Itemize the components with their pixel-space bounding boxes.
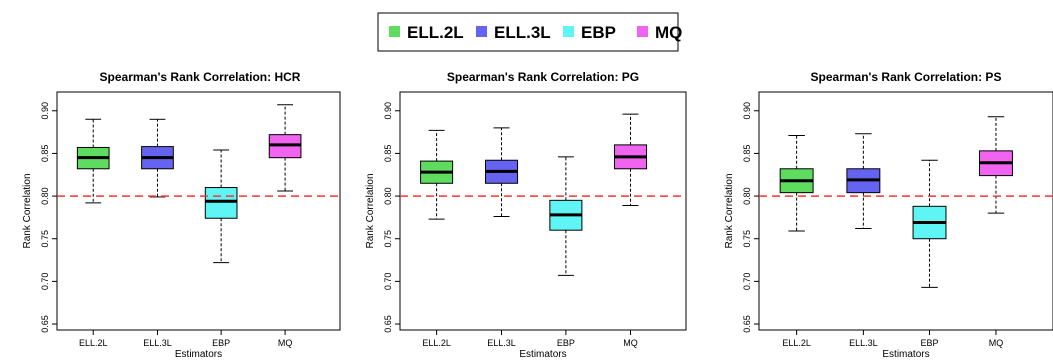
chart-panel: Spearman's Rank Correlation: PS 0.65 0.70 0…	[724, 70, 1053, 360]
y-axis-label: Rank Correlation	[724, 173, 735, 248]
y-tick-label: 0.75	[40, 230, 50, 248]
legend-label: EBP	[581, 23, 616, 42]
legend-swatch	[476, 26, 487, 37]
y-tick-label: 0.90	[742, 102, 752, 120]
y-tick-label: 0.80	[742, 187, 752, 205]
chart-title: Spearman's Rank Correlation: HCR	[100, 70, 301, 84]
y-tick-label: 0.85	[40, 145, 50, 163]
x-tick-label: EBP	[212, 338, 230, 348]
chart-panels: Spearman's Rank Correlation: HCR 0.65 0.70…	[22, 70, 1053, 360]
plot-frame	[399, 91, 687, 331]
x-tick-label: ELL.2L	[782, 338, 811, 348]
chart-panel: Spearman's Rank Correlation: PG 0.65 0.70 0…	[365, 70, 687, 360]
x-tick-label: MQ	[278, 338, 293, 348]
x-tick-label: EBP	[921, 338, 939, 348]
chart-panel: Spearman's Rank Correlation: HCR 0.65 0.70…	[22, 70, 341, 360]
plot-frame	[758, 91, 1053, 331]
x-tick-label: ELL.3L	[487, 338, 516, 348]
x-tick-label: MQ	[623, 338, 638, 348]
legend-box	[377, 12, 679, 52]
legend-label: ELL.2L	[407, 23, 464, 42]
legend-label: MQ	[655, 23, 682, 42]
y-tick-label: 0.65	[383, 315, 393, 333]
chart-title: Spearman's Rank Correlation: PG	[447, 70, 639, 84]
x-tick-label: MQ	[989, 338, 1004, 348]
x-axis-label: Estimators	[519, 349, 566, 360]
y-tick-label: 0.85	[742, 145, 752, 163]
y-tick-label: 0.70	[383, 273, 393, 291]
x-tick-label: ELL.2L	[422, 338, 451, 348]
y-tick-label: 0.80	[383, 187, 393, 205]
legend: ELL.2L ELL.3L EBP MQ	[377, 12, 682, 52]
y-tick-label: 0.90	[40, 102, 50, 120]
x-axis-label: Estimators	[175, 349, 222, 360]
x-axis-label: Estimators	[882, 349, 929, 360]
y-tick-label: 0.75	[742, 230, 752, 248]
legend-swatch	[637, 26, 648, 37]
y-tick-label: 0.75	[383, 230, 393, 248]
y-tick-label: 0.90	[383, 102, 393, 120]
x-tick-label: ELL.3L	[143, 338, 172, 348]
x-tick-label: ELL.3L	[849, 338, 878, 348]
legend-label: ELL.3L	[494, 23, 551, 42]
plot-frame	[56, 91, 341, 331]
y-axis-label: Rank Correlation	[365, 173, 376, 248]
y-tick-label: 0.70	[40, 273, 50, 291]
legend-swatch	[389, 26, 400, 37]
x-tick-label: EBP	[557, 338, 575, 348]
y-tick-label: 0.65	[742, 315, 752, 333]
y-tick-label: 0.70	[742, 273, 752, 291]
y-tick-label: 0.85	[383, 145, 393, 163]
y-tick-label: 0.65	[40, 315, 50, 333]
box-ebp	[204, 187, 238, 219]
x-tick-label: ELL.2L	[79, 338, 108, 348]
y-tick-label: 0.80	[40, 187, 50, 205]
legend-swatch	[563, 26, 574, 37]
chart-title: Spearman's Rank Correlation: PS	[811, 70, 1002, 84]
y-axis-label: Rank Correlation	[22, 173, 33, 248]
